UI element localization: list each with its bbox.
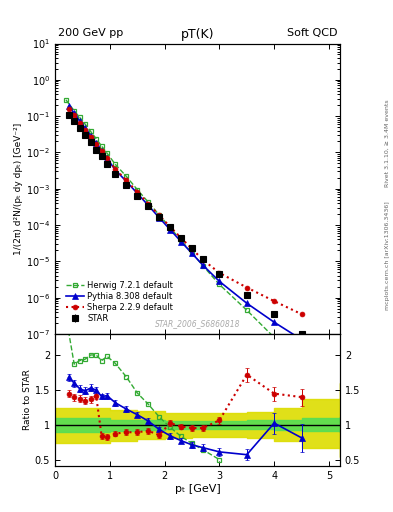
Pythia 8.308 default <box>200 262 205 268</box>
Pythia 8.308 default <box>124 178 129 184</box>
Pythia 8.308 default <box>105 156 109 162</box>
Herwig 7.2.1 default <box>244 307 249 313</box>
Herwig 7.2.1 default <box>83 121 88 127</box>
Pythia 8.308 default <box>217 279 222 285</box>
Sherpa 2.2.9 default <box>190 246 195 252</box>
Text: Soft QCD: Soft QCD <box>286 28 337 38</box>
Pythia 8.308 default <box>299 336 304 343</box>
Herwig 7.2.1 default <box>272 334 277 340</box>
Herwig 7.2.1 default <box>105 150 109 156</box>
Legend: Herwig 7.2.1 default, Pythia 8.308 default, Sherpa 2.2.9 default, STAR: Herwig 7.2.1 default, Pythia 8.308 defau… <box>65 280 174 324</box>
Pythia 8.308 default <box>94 140 99 146</box>
Herwig 7.2.1 default <box>168 224 173 230</box>
Herwig 7.2.1 default <box>190 250 195 256</box>
Herwig 7.2.1 default <box>200 263 205 269</box>
Sherpa 2.2.9 default <box>99 148 104 154</box>
Herwig 7.2.1 default <box>88 129 93 135</box>
Line: Pythia 8.308 default: Pythia 8.308 default <box>66 103 305 343</box>
Pythia 8.308 default <box>83 125 88 132</box>
Pythia 8.308 default <box>77 118 82 124</box>
Herwig 7.2.1 default <box>135 186 140 193</box>
Sherpa 2.2.9 default <box>105 155 109 161</box>
Y-axis label: 1/(2π) d²N/(pₜ dy dpₜ) [GeV⁻²]: 1/(2π) d²N/(pₜ dy dpₜ) [GeV⁻²] <box>14 122 23 255</box>
Pythia 8.308 default <box>99 148 104 154</box>
Sherpa 2.2.9 default <box>157 212 162 219</box>
Herwig 7.2.1 default <box>99 143 104 149</box>
Text: Rivet 3.1.10, ≥ 3.4M events: Rivet 3.1.10, ≥ 3.4M events <box>385 99 390 187</box>
Herwig 7.2.1 default <box>179 237 184 243</box>
Sherpa 2.2.9 default <box>168 224 173 230</box>
Sherpa 2.2.9 default <box>244 285 249 291</box>
Herwig 7.2.1 default <box>113 161 118 167</box>
X-axis label: pₜ [GeV]: pₜ [GeV] <box>174 483 220 494</box>
Sherpa 2.2.9 default <box>77 120 82 126</box>
Pythia 8.308 default <box>66 103 71 110</box>
Sherpa 2.2.9 default <box>217 270 222 276</box>
Line: Sherpa 2.2.9 default: Sherpa 2.2.9 default <box>66 106 304 316</box>
Pythia 8.308 default <box>72 110 77 116</box>
Sherpa 2.2.9 default <box>299 311 304 317</box>
Sherpa 2.2.9 default <box>146 201 151 207</box>
Pythia 8.308 default <box>135 190 140 196</box>
Herwig 7.2.1 default <box>124 173 129 179</box>
Line: Herwig 7.2.1 default: Herwig 7.2.1 default <box>64 97 331 396</box>
Pythia 8.308 default <box>244 300 249 306</box>
Text: STAR_2006_S6860818: STAR_2006_S6860818 <box>155 319 240 328</box>
Herwig 7.2.1 default <box>77 114 82 120</box>
Herwig 7.2.1 default <box>64 97 68 103</box>
Title: pT(K): pT(K) <box>181 28 214 41</box>
Sherpa 2.2.9 default <box>200 257 205 263</box>
Herwig 7.2.1 default <box>299 362 304 368</box>
Pythia 8.308 default <box>190 250 195 257</box>
Sherpa 2.2.9 default <box>72 112 77 118</box>
Pythia 8.308 default <box>179 239 184 245</box>
Sherpa 2.2.9 default <box>94 141 99 147</box>
Herwig 7.2.1 default <box>146 199 151 205</box>
Text: 200 GeV pp: 200 GeV pp <box>58 28 123 38</box>
Y-axis label: Ratio to STAR: Ratio to STAR <box>23 370 32 431</box>
Sherpa 2.2.9 default <box>135 189 140 195</box>
Herwig 7.2.1 default <box>94 136 99 142</box>
Sherpa 2.2.9 default <box>83 127 88 133</box>
Sherpa 2.2.9 default <box>88 134 93 140</box>
Pythia 8.308 default <box>168 226 173 232</box>
Pythia 8.308 default <box>157 215 162 221</box>
Pythia 8.308 default <box>113 167 118 173</box>
Herwig 7.2.1 default <box>72 108 77 114</box>
Text: mcplots.cern.ch [arXiv:1306.3436]: mcplots.cern.ch [arXiv:1306.3436] <box>385 202 390 310</box>
Sherpa 2.2.9 default <box>179 235 184 241</box>
Herwig 7.2.1 default <box>327 391 331 397</box>
Pythia 8.308 default <box>88 133 93 139</box>
Pythia 8.308 default <box>146 202 151 208</box>
Pythia 8.308 default <box>272 319 277 325</box>
Sherpa 2.2.9 default <box>124 177 129 183</box>
Sherpa 2.2.9 default <box>113 166 118 172</box>
Herwig 7.2.1 default <box>217 282 222 288</box>
Sherpa 2.2.9 default <box>272 298 277 304</box>
Sherpa 2.2.9 default <box>66 105 71 112</box>
Herwig 7.2.1 default <box>157 212 162 218</box>
